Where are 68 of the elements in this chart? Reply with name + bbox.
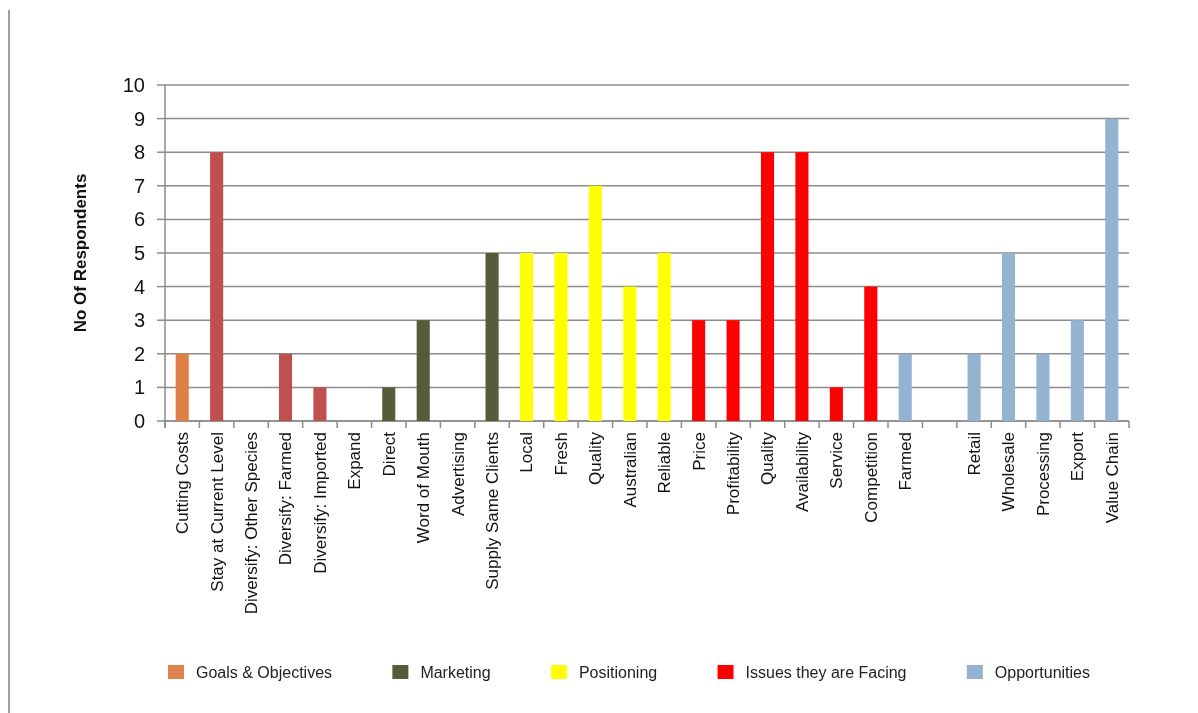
x-tick-label: Value Chain [1102, 432, 1122, 524]
y-tick-label: 5 [133, 242, 145, 264]
bar [864, 286, 878, 421]
x-tick-label: Retail [965, 432, 985, 476]
y-tick-label: 0 [133, 410, 145, 432]
legend-label: Issues they are Facing [745, 663, 907, 681]
bar [278, 353, 293, 421]
x-tick-label: Quality [586, 431, 606, 485]
x-tick-label: Supply Same Clients [483, 432, 503, 590]
x-tick-label: Service [827, 432, 847, 489]
bar [623, 286, 637, 421]
bar [210, 152, 224, 421]
x-tick-label: Wholesale [999, 432, 1019, 512]
y-tick-label: 10 [122, 74, 145, 96]
x-tick-label: Diversify: Other Species [242, 432, 262, 615]
legend-label: Opportunities [994, 663, 1091, 681]
x-tick-label: Availability [792, 431, 812, 513]
x-tick-label: Cutting Costs [173, 432, 193, 535]
x-tick-label: Diversify: Imported [310, 432, 330, 574]
bar [519, 253, 534, 421]
x-tick-label: Stay at Current Level [207, 432, 227, 592]
x-tick-label: Fresh [551, 432, 571, 476]
bar [1036, 353, 1050, 421]
legend-label: Marketing [420, 663, 491, 681]
x-tick-label: Word of Mouth [414, 432, 434, 544]
x-tick-label: Australian [620, 432, 640, 508]
bar [416, 320, 430, 421]
y-tick-label: 8 [133, 141, 145, 164]
legend-label: Goals & Objectives [196, 663, 333, 681]
bar [485, 253, 499, 421]
legend-label: Positioning [578, 663, 658, 681]
y-tick-label: 9 [133, 107, 145, 130]
bar [313, 387, 327, 421]
bar [898, 353, 912, 421]
bar [726, 320, 740, 421]
x-tick-label: Expand [345, 432, 365, 490]
bar [175, 353, 189, 421]
bar [554, 253, 568, 421]
bar [1070, 320, 1084, 421]
x-tick-label: Processing [1033, 432, 1053, 517]
x-tick-label: Advertising [448, 432, 468, 517]
x-tick-label: Export [1068, 431, 1088, 482]
x-tick-label: Farmed [896, 432, 916, 491]
x-tick-label: Reliable [655, 432, 675, 494]
bar [795, 152, 809, 421]
x-tick-label: Direct [379, 431, 399, 477]
bar [382, 387, 396, 421]
y-tick-label: 3 [133, 309, 145, 332]
bar [1105, 118, 1119, 421]
x-tick-label: Quality [758, 431, 778, 485]
y-tick-label: 2 [133, 342, 145, 365]
x-tick-label: Profitability [724, 431, 744, 516]
y-tick-label: 4 [133, 275, 145, 298]
bar [760, 152, 775, 421]
bar [1001, 253, 1016, 421]
bar [692, 320, 706, 421]
x-tick-label: Price [689, 432, 709, 471]
x-tick-label: Local [517, 432, 537, 473]
bar [967, 353, 981, 421]
y-tick-label: 7 [133, 174, 145, 197]
y-axis-title: No Of Respondents [70, 173, 90, 333]
y-tick-label: 6 [133, 208, 145, 231]
x-tick-label: Diversify: Farmed [276, 432, 296, 566]
bar [588, 185, 602, 421]
y-tick-label: 1 [133, 376, 145, 399]
bar [829, 387, 843, 421]
bar [657, 253, 671, 421]
x-tick-label: Competition [861, 432, 881, 523]
